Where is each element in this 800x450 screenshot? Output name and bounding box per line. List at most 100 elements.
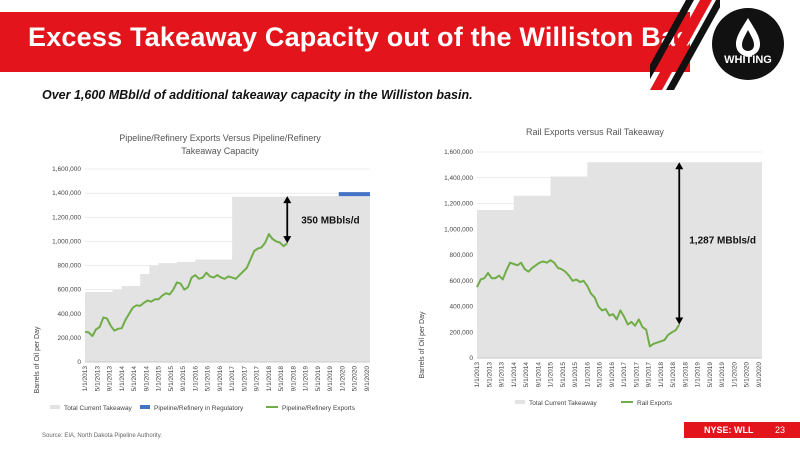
y-tick-label: 200,000 (450, 329, 474, 336)
x-tick-label: 9/1/2014 (143, 366, 150, 392)
y-tick-label: 1,200,000 (52, 214, 81, 221)
y-axis-label: Barrels of Oil per Day (34, 326, 41, 393)
legend-swatch-capacity (50, 405, 60, 409)
x-tick-label: 9/1/2020 (364, 366, 371, 392)
black-stripe (650, 0, 694, 80)
x-tick-label: 9/1/2015 (572, 362, 579, 388)
ticker: NYSE: WLL (704, 425, 754, 435)
red-stripe (650, 0, 712, 90)
x-tick-label: 1/1/2020 (339, 366, 346, 392)
footer-bar (684, 422, 800, 438)
x-tick-label: 9/1/2018 (290, 366, 297, 392)
chart-title: Rail Exports versus Rail Takeaway (526, 127, 664, 137)
x-tick-label: 9/1/2017 (254, 366, 261, 392)
x-tick-label: 5/1/2019 (707, 362, 714, 388)
legend-label-exports: Pipeline/Refinery Exports (282, 405, 356, 412)
x-tick-label: 9/1/2013 (499, 362, 506, 388)
x-tick-label: 9/1/2014 (535, 362, 542, 388)
x-tick-label: 9/1/2018 (682, 362, 689, 388)
whiting-logo: WHITING (712, 8, 784, 80)
x-tick-label: 9/1/2016 (217, 366, 224, 392)
x-tick-label: 1/1/2013 (82, 366, 89, 392)
x-tick-label: 5/1/2016 (205, 366, 212, 392)
annotation-label: 1,287 MBbls/d (689, 235, 756, 246)
chart-title-line-1: Pipeline/Refinery Exports Versus Pipelin… (119, 133, 321, 143)
annotation-arrowhead-top (675, 162, 684, 170)
legend-swatch-regulatory (140, 405, 150, 409)
y-tick-label: 1,000,000 (52, 238, 81, 245)
ticker-prefix: NYSE: (704, 425, 735, 435)
title-banner (0, 12, 690, 72)
annotation-arrowhead-bottom (283, 236, 292, 244)
capacity-area (477, 162, 762, 358)
regulatory-band (338, 192, 370, 197)
x-tick-label: 1/1/2017 (229, 366, 236, 392)
x-tick-label: 1/1/2020 (731, 362, 738, 388)
y-tick-label: 600,000 (58, 287, 82, 294)
x-tick-label: 9/1/2017 (646, 362, 653, 388)
x-tick-label: 1/1/2015 (548, 362, 555, 388)
logo-text: WHITING (724, 54, 772, 66)
y-tick-label: 0 (469, 355, 473, 362)
y-tick-label: 1,200,000 (444, 201, 473, 208)
legend: Total Current Takeaway Rail Exports (515, 400, 673, 407)
x-tick-label: 5/1/2018 (670, 362, 677, 388)
x-tick-label: 5/1/2020 (352, 366, 359, 392)
page-number: 23 (775, 425, 786, 435)
black-stripe (666, 0, 720, 90)
legend-label-capacity: Total Current Takeaway (529, 400, 598, 407)
x-tick-label: 5/1/2019 (315, 366, 322, 392)
exports-line (476, 259, 681, 348)
y-tick-label: 800,000 (58, 263, 82, 270)
y-tick-label: 1,600,000 (444, 149, 473, 156)
pipeline-exports-chart: Pipeline/Refinery Exports Versus Pipelin… (34, 133, 371, 412)
annotation-arrowhead-top (283, 196, 292, 204)
x-tick-label: 1/1/2016 (192, 366, 199, 392)
x-tick-label: 1/1/2019 (303, 366, 310, 392)
x-tick-label: 9/1/2020 (756, 362, 763, 388)
y-axis-label: Barrels of Oil per Day (419, 311, 426, 378)
legend-label-regulatory: Pipeline/Refinery in Regulatory (154, 405, 244, 412)
x-tick-label: 1/1/2013 (474, 362, 481, 388)
plot-area: 0 200,000 400,000 600,000 800,000 1,000,000 1,… (52, 166, 371, 391)
x-tick-label: 5/1/2017 (241, 366, 248, 392)
x-tick-label: 5/1/2013 (486, 362, 493, 388)
y-tick-label: 400,000 (450, 304, 474, 311)
y-tick-label: 0 (77, 359, 81, 366)
x-tick-label: 1/1/2015 (156, 366, 163, 392)
y-tick-label: 600,000 (450, 278, 474, 285)
legend-swatch-capacity (515, 400, 525, 404)
x-tick-label: 5/1/2014 (131, 366, 138, 392)
rail-exports-chart: Rail Exports versus Rail Takeaway Barrel… (419, 127, 763, 407)
drop-icon (736, 18, 760, 56)
x-tick-label: 5/1/2017 (633, 362, 640, 388)
x-tick-label: 1/1/2014 (511, 362, 518, 388)
y-tick-label: 1,600,000 (52, 166, 81, 173)
x-tick-label: 1/1/2014 (119, 366, 126, 392)
annotation-arrowhead-bottom (675, 317, 684, 325)
y-tick-label: 1,400,000 (52, 190, 81, 197)
capacity-area (85, 196, 370, 362)
x-tick-label: 5/1/2018 (278, 366, 285, 392)
x-tick-label: 5/1/2015 (560, 362, 567, 388)
x-tick-label: 1/1/2016 (584, 362, 591, 388)
y-tick-label: 400,000 (58, 311, 82, 318)
exports-line (84, 233, 288, 338)
subtitle: Over 1,600 MBbl/d of additional takeaway… (42, 88, 473, 102)
x-tick-label: 1/1/2018 (266, 366, 273, 392)
x-tick-label: 5/1/2015 (168, 366, 175, 392)
x-tick-label: 5/1/2013 (94, 366, 101, 392)
legend-label-capacity: Total Current Takeaway (64, 405, 133, 412)
x-tick-label: 5/1/2016 (597, 362, 604, 388)
legend: Total Current Takeaway Pipeline/Refinery… (50, 405, 356, 412)
x-tick-label: 5/1/2020 (744, 362, 751, 388)
x-tick-label: 9/1/2019 (327, 366, 334, 392)
stripe-group (650, 0, 720, 90)
y-tick-label: 1,000,000 (444, 226, 473, 233)
x-tick-label: 9/1/2016 (609, 362, 616, 388)
x-tick-label: 9/1/2013 (107, 366, 114, 392)
y-tick-label: 200,000 (58, 335, 82, 342)
y-tick-label: 1,400,000 (444, 175, 473, 182)
decorative-stripes (650, 0, 720, 90)
x-tick-label: 9/1/2015 (180, 366, 187, 392)
